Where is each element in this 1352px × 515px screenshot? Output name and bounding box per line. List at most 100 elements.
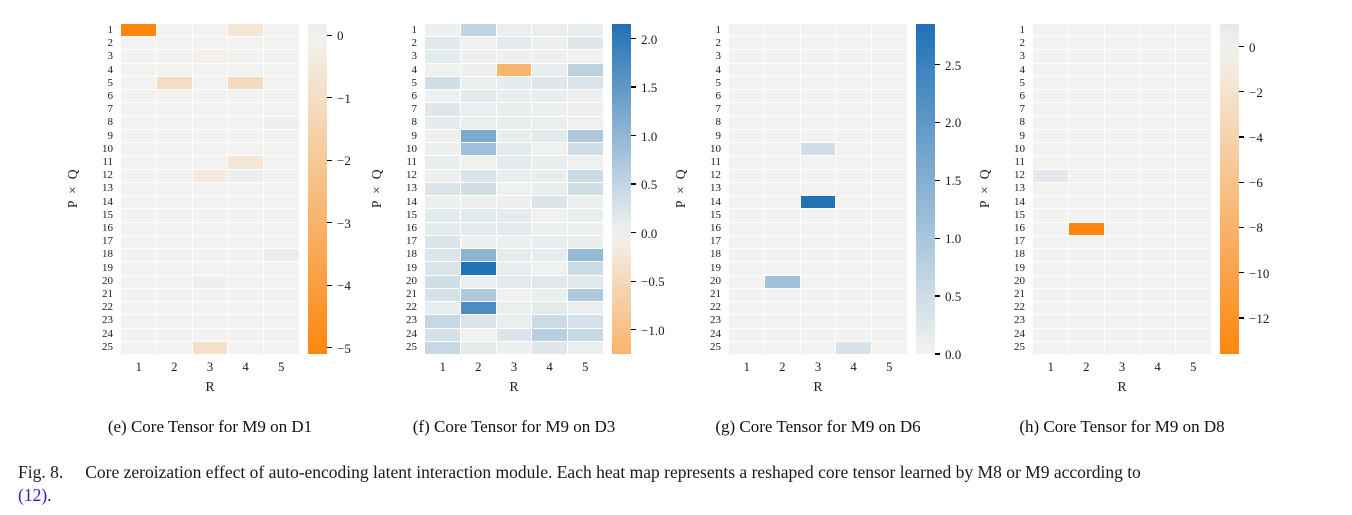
y-tick-label: 5: [107, 76, 114, 89]
heatmap-cell: [1033, 156, 1068, 169]
heatmap-cell: [1033, 288, 1068, 302]
heatmap-cell: [836, 169, 872, 182]
heatmap-cell: [1033, 76, 1068, 90]
heatmap-cell: [192, 129, 228, 143]
colorbar-tick-mark: [935, 353, 940, 355]
heatmap-cell: [156, 156, 192, 169]
heatmap-cell: [425, 156, 460, 169]
heatmap-cell: [568, 103, 603, 116]
y-tick-label: 17: [1014, 235, 1025, 248]
heatmap-cell: [1140, 302, 1176, 315]
panel-caption: (e) Core Tensor for M9 on D1: [107, 417, 313, 436]
colorbar-tick-mark: [631, 280, 636, 282]
heatmap-cell: [425, 275, 460, 288]
heatmap-cell: [460, 209, 496, 222]
heatmap-cell: [1104, 341, 1140, 354]
heatmap-cell: [532, 37, 568, 50]
heatmap-cell: [1033, 275, 1068, 288]
heatmap-cell: [836, 116, 872, 129]
heatmap-cell: [568, 341, 603, 354]
heatmap-cell: [532, 103, 568, 116]
heatmap-cell: [1176, 50, 1211, 63]
heatmap-cell: [1176, 103, 1211, 116]
y-tick-label: 13: [710, 182, 721, 195]
heatmap-cell: [156, 116, 192, 129]
y-tick-label: 11: [1014, 156, 1025, 169]
y-tick-label: 22: [406, 301, 417, 314]
heatmap-cell: [192, 275, 228, 288]
heatmap-cell: [1033, 262, 1068, 275]
heatmap-cell: [1104, 76, 1140, 90]
heatmap-cell: [872, 196, 907, 209]
heatmap-cell: [121, 209, 156, 222]
heatmap-cell: [836, 50, 872, 63]
heatmap-cell: [228, 222, 264, 235]
heatmap-cell: [1033, 116, 1068, 129]
heatmap-cell: [264, 328, 299, 341]
heatmap-cell: [836, 37, 872, 50]
y-tick-label: 5: [411, 76, 418, 89]
heatmap-cell: [264, 196, 299, 209]
heatmap-cell: [729, 222, 764, 235]
heatmap-cell: [532, 63, 568, 76]
heatmap-cell: [1104, 103, 1140, 116]
heatmap-cell: [264, 103, 299, 116]
heatmap-cell: [800, 24, 836, 37]
heatmap-cell: [872, 103, 907, 116]
heatmap-cell: [1176, 63, 1211, 76]
heatmap-cell: [836, 249, 872, 262]
heatmap-cell: [568, 116, 603, 129]
heatmap-cell: [121, 235, 156, 249]
heatmap-cell: [1033, 209, 1068, 222]
heatmap-cell: [121, 24, 156, 37]
heatmap-cell: [836, 90, 872, 103]
x-axis-tick-labels: 1 2 3 4 5: [1033, 360, 1211, 375]
colorbar-tick-mark: [327, 34, 332, 36]
heatmap-cell: [532, 90, 568, 103]
heatmap-cell: [192, 209, 228, 222]
heatmap-cell: [872, 341, 907, 354]
heatmap-cell: [264, 341, 299, 354]
heatmap-cell: [156, 182, 192, 196]
heatmap-cell: [192, 196, 228, 209]
heatmap-cell: [496, 143, 532, 156]
heatmap-cell: [1104, 90, 1140, 103]
heatmap-cell: [425, 302, 460, 315]
y-tick-label: 25: [1014, 340, 1025, 353]
heatmap-cell: [156, 50, 192, 63]
colorbar-tick-label: −8: [1249, 220, 1263, 236]
heatmap-cell: [1033, 315, 1068, 328]
heatmap-cell: [228, 288, 264, 302]
heatmap-cell: [1068, 288, 1104, 302]
heatmap-cell: [460, 90, 496, 103]
heatmap-cell: [192, 328, 228, 341]
heatmap-cell: [800, 288, 836, 302]
heatmap-cell: [156, 143, 192, 156]
heatmap-cell: [1104, 24, 1140, 37]
y-tick-label: 12: [406, 169, 417, 182]
heatmap-cell: [121, 182, 156, 196]
heatmap-cell: [156, 37, 192, 50]
heatmap-cell: [1176, 76, 1211, 90]
heatmap-cell: [1104, 328, 1140, 341]
heatmap-cell: [460, 129, 496, 143]
heatmap-cell: [1033, 103, 1068, 116]
heatmap-cell: [872, 275, 907, 288]
heatmap-cell: [1140, 103, 1176, 116]
heatmap-cell: [1176, 235, 1211, 249]
y-tick-label: 6: [107, 90, 114, 103]
heatmap-cell: [425, 196, 460, 209]
heatmap-cell: [425, 76, 460, 90]
citation-link[interactable]: (12): [18, 485, 48, 505]
heatmap-cell: [836, 129, 872, 143]
y-tick-label: 8: [715, 116, 722, 129]
heatmap-cell: [425, 50, 460, 63]
y-axis-label: P × Q: [673, 169, 688, 209]
heatmap-cell: [764, 222, 800, 235]
heatmap-cell: [1104, 275, 1140, 288]
heatmap-cell: [532, 116, 568, 129]
heatmap-cell: [496, 235, 532, 249]
heatmap-cell: [425, 209, 460, 222]
heatmap-cell: [425, 143, 460, 156]
y-tick-label: 3: [1019, 50, 1026, 63]
